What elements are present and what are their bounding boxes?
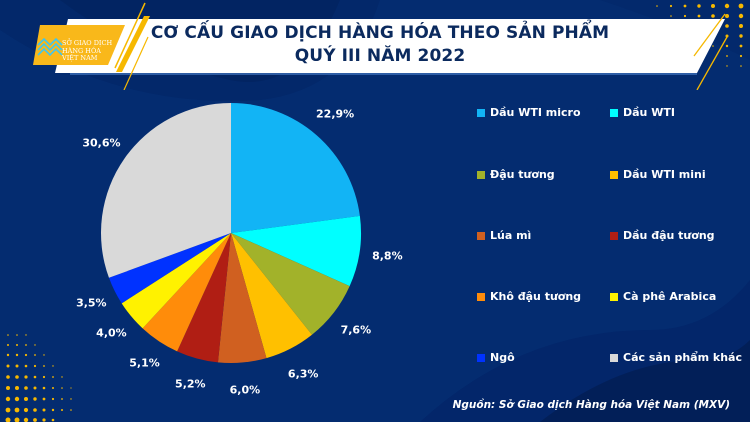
legend-label: Ngô bbox=[490, 351, 515, 364]
legend-item: Đậu tương bbox=[477, 168, 555, 181]
pie-data-label: 5,2% bbox=[175, 377, 206, 391]
dot-pattern-top-right bbox=[656, 3, 744, 67]
legend-swatch-icon bbox=[610, 231, 618, 240]
legend-label: Dầu WTI bbox=[623, 106, 675, 119]
logo-icon bbox=[37, 37, 63, 57]
dot-pattern-bottom-left bbox=[5, 334, 72, 422]
pie-slice bbox=[100, 103, 232, 278]
legend-item: Ngô bbox=[477, 351, 515, 364]
legend-item: Lúa mì bbox=[477, 229, 531, 242]
legend-label: Đậu tương bbox=[490, 168, 555, 181]
pie-slice bbox=[231, 215, 361, 287]
pie-slice bbox=[231, 233, 312, 359]
legend-swatch-icon bbox=[477, 292, 485, 301]
logo-text: SỞ GIAO DỊCH HÀNG HÓA VIỆT NAM bbox=[62, 39, 113, 63]
pie-data-label: 6,0% bbox=[229, 383, 261, 397]
legend-item: Cà phê Arabica bbox=[610, 290, 716, 303]
legend-label: Dầu đậu tương bbox=[623, 229, 715, 242]
legend-swatch-icon bbox=[610, 108, 618, 117]
legend-label: Khô đậu tương bbox=[490, 290, 582, 303]
legend-label: Lúa mì bbox=[490, 229, 532, 242]
legend-item: Dầu WTI micro bbox=[477, 106, 581, 119]
source-note: Nguồn: Sở Giao dịch Hàng hóa Việt Nam (M… bbox=[452, 399, 730, 411]
legend-swatch-icon bbox=[477, 353, 485, 362]
pie-data-label: 3,5% bbox=[76, 296, 107, 309]
page-title: CƠ CẤU GIAO DỊCH HÀNG HÓA THEO SẢN PHẨM … bbox=[150, 22, 610, 68]
legend-item: Dầu WTI bbox=[610, 106, 675, 119]
legend-label: Các sản phẩm khác bbox=[623, 351, 742, 364]
legend-label: Dầu WTI micro bbox=[490, 106, 581, 119]
title-line-1: CƠ CẤU GIAO DỊCH HÀNG HÓA THEO SẢN PHẨM bbox=[150, 23, 610, 43]
pie-data-label: 4,0% bbox=[96, 326, 127, 340]
logo-block bbox=[33, 25, 125, 65]
legend-swatch-icon bbox=[477, 231, 485, 240]
pie-data-label: 6,3% bbox=[287, 367, 319, 381]
legend-swatch-icon bbox=[610, 170, 618, 179]
legend-item: Dầu WTI mini bbox=[610, 168, 706, 181]
legend-swatch-icon bbox=[610, 292, 618, 301]
logo-line-2: HÀNG HÓA bbox=[62, 46, 101, 55]
pie-data-label: 7,6% bbox=[340, 323, 372, 337]
legend-swatch-icon bbox=[477, 108, 485, 117]
pie-data-label: 5,1% bbox=[129, 356, 160, 370]
logo-line-3: VIỆT NAM bbox=[62, 54, 98, 62]
title-line-2: QUÝ III NĂM 2022 bbox=[294, 46, 466, 66]
logo-line-1: SỞ GIAO DỊCH bbox=[62, 39, 113, 47]
pie-data-label: 8,8% bbox=[372, 249, 403, 263]
pie-slice bbox=[108, 233, 231, 304]
pie-slice bbox=[231, 233, 350, 335]
pie-data-label: 30,6% bbox=[82, 136, 121, 150]
legend-item: Dầu đậu tương bbox=[610, 229, 715, 242]
pie-slice bbox=[121, 233, 231, 329]
pie-slice bbox=[177, 233, 231, 363]
legend-item: Các sản phẩm khác bbox=[610, 351, 742, 364]
pie-slice bbox=[217, 233, 267, 363]
legend-swatch-icon bbox=[477, 170, 485, 179]
legend-label: Dầu WTI mini bbox=[623, 168, 706, 181]
legend-swatch-icon bbox=[610, 353, 618, 362]
legend-item: Khô đậu tương bbox=[477, 290, 581, 303]
title-banner bbox=[33, 2, 728, 90]
pie-slice bbox=[231, 103, 360, 233]
pie-data-label: 22,9% bbox=[316, 107, 355, 121]
legend-label: Cà phê Arabica bbox=[623, 290, 717, 303]
pie-slice bbox=[142, 233, 231, 352]
